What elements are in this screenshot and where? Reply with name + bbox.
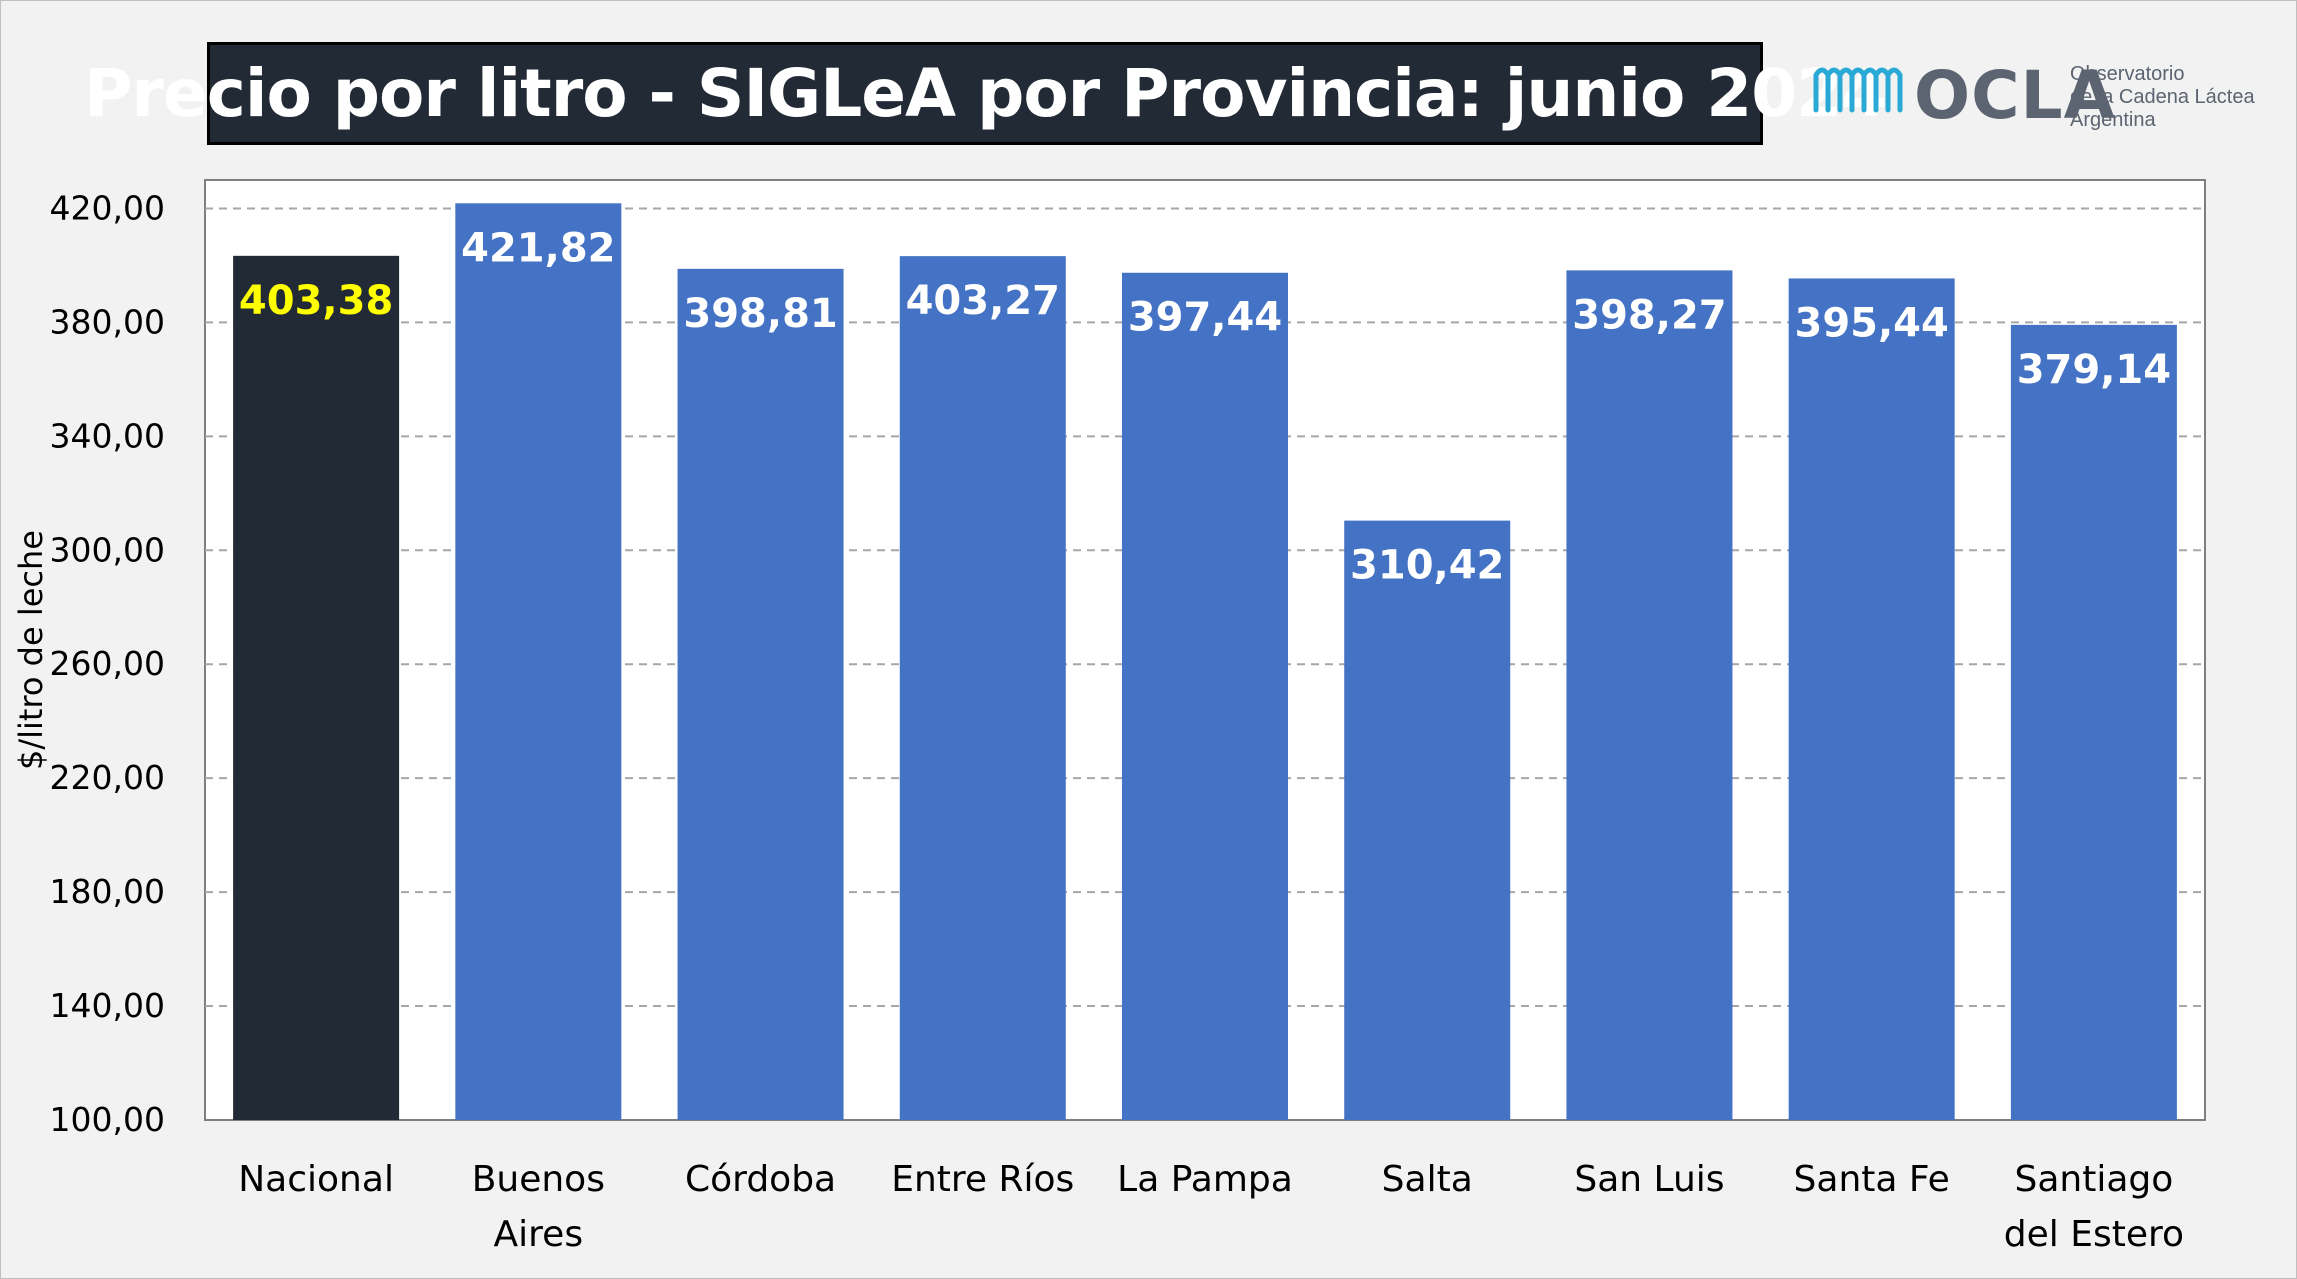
bar-6 bbox=[1566, 270, 1733, 1120]
data-label: 395,44 bbox=[1794, 300, 1948, 346]
x-category-label: San Luis bbox=[1574, 1159, 1724, 1200]
data-label: 379,14 bbox=[2017, 347, 2171, 393]
y-tick-label: 140,00 bbox=[50, 986, 165, 1025]
bar-1 bbox=[455, 203, 622, 1121]
bar-5 bbox=[1344, 520, 1511, 1120]
data-label: 403,38 bbox=[239, 278, 393, 324]
data-label: 403,27 bbox=[906, 278, 1060, 324]
y-tick-label: 300,00 bbox=[50, 530, 165, 569]
chart-title-box: Precio por litro - SIGLeA por Provincia:… bbox=[84, 42, 1887, 145]
x-category-label: Córdoba bbox=[685, 1159, 836, 1200]
y-axis-ticks: 100,00 140,00 180,00 220,00 260,00 300,00 340,… bbox=[50, 188, 165, 1139]
x-category-label: La Pampa bbox=[1117, 1159, 1293, 1200]
x-category-label: Buenos bbox=[472, 1159, 605, 1200]
y-tick-label: 220,00 bbox=[50, 758, 165, 797]
y-tick-label: 380,00 bbox=[50, 302, 165, 341]
y-axis-title: $/litro de leche bbox=[12, 530, 50, 770]
y-tick-label: 420,00 bbox=[50, 188, 165, 227]
logo-line-3: Argentina bbox=[2070, 109, 2156, 131]
data-label: 310,42 bbox=[1350, 543, 1504, 589]
logo-line-1: Observatorio bbox=[2070, 63, 2185, 85]
bar-4 bbox=[1122, 272, 1288, 1120]
x-category-label: del Estero bbox=[2004, 1214, 2184, 1255]
chart-title: Precio por litro - SIGLeA por Provincia:… bbox=[84, 55, 1887, 132]
data-label: 398,81 bbox=[683, 291, 837, 337]
data-label: 398,27 bbox=[1572, 292, 1726, 338]
bar-0 bbox=[233, 255, 400, 1120]
x-category-label: Entre Ríos bbox=[891, 1159, 1074, 1200]
data-label: 397,44 bbox=[1128, 295, 1282, 341]
value-labels: 403,38 421,82 398,81 403,27 397,44 310,42 398,… bbox=[239, 225, 2171, 588]
bar-2 bbox=[677, 268, 844, 1120]
y-tick-label: 100,00 bbox=[50, 1100, 165, 1139]
bars bbox=[233, 203, 2177, 1121]
bar-7 bbox=[1788, 278, 1955, 1121]
y-tick-label: 180,00 bbox=[50, 872, 165, 911]
y-tick-label: 340,00 bbox=[50, 416, 165, 455]
bar-8 bbox=[2010, 324, 2177, 1121]
x-category-label: Aires bbox=[494, 1214, 584, 1255]
logo-wordmark: OCLA bbox=[1914, 57, 2116, 134]
milk-wave-icon bbox=[1813, 67, 1903, 113]
x-category-label: Santiago bbox=[2014, 1159, 2173, 1200]
x-category-label: Salta bbox=[1382, 1159, 1473, 1200]
ocla-logo: OCLA Observatorio de la Cadena Láctea Ar… bbox=[1812, 55, 2282, 145]
data-label: 421,82 bbox=[461, 225, 615, 271]
bar-3 bbox=[899, 256, 1066, 1120]
x-category-label: Nacional bbox=[238, 1159, 394, 1200]
logo-line-2: de la Cadena Láctea bbox=[2070, 86, 2255, 108]
y-tick-label: 260,00 bbox=[50, 644, 165, 683]
x-category-label: Santa Fe bbox=[1794, 1159, 1950, 1200]
x-axis-categories: Nacional Buenos Aires Córdoba Entre Ríos La P… bbox=[238, 1159, 2184, 1255]
